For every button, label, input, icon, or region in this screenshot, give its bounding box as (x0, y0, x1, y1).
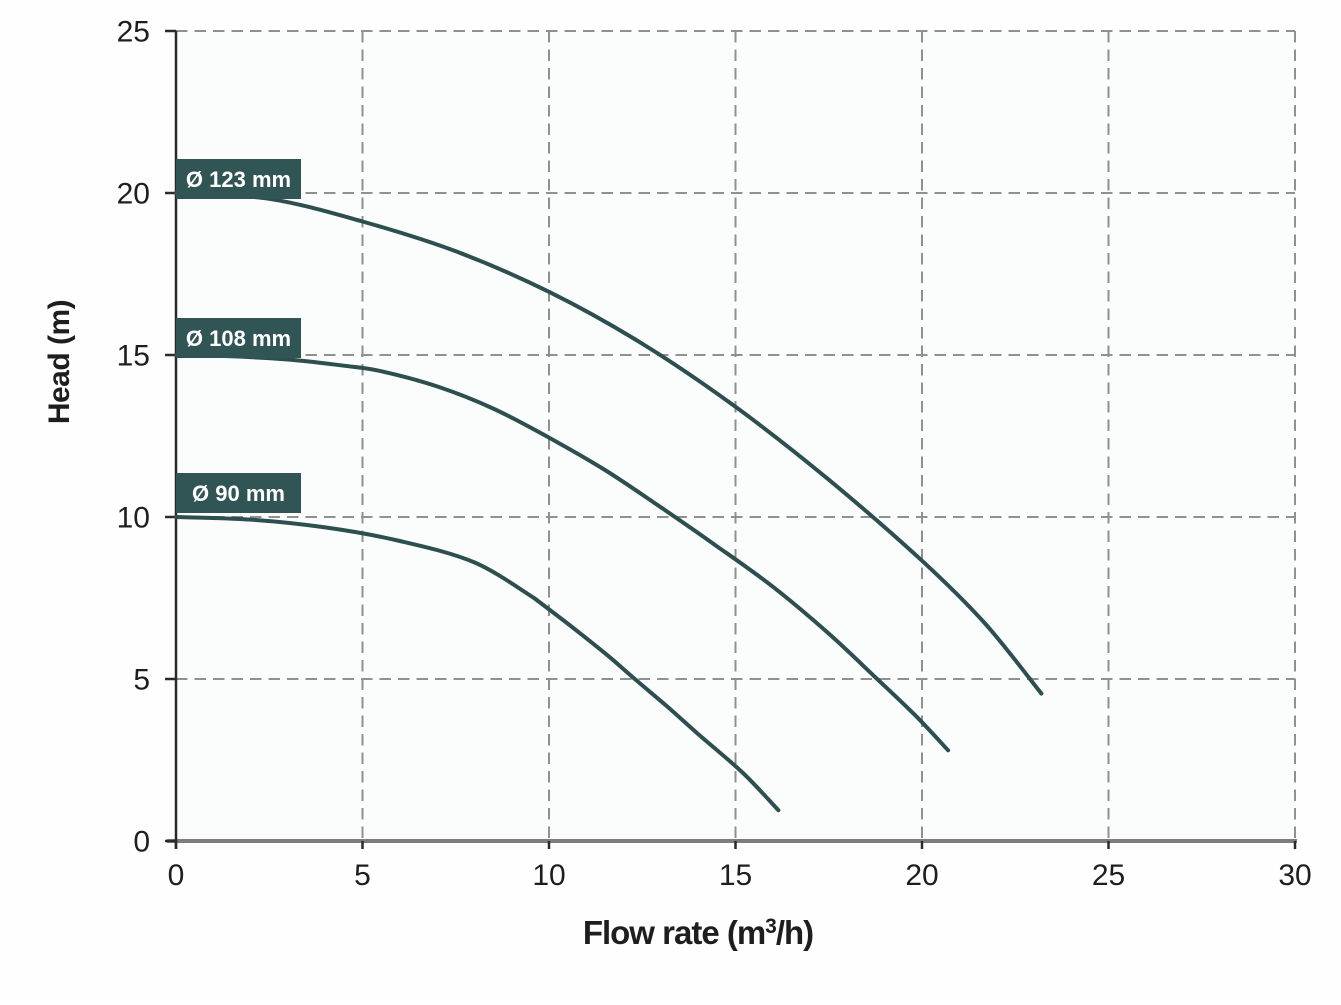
svg-text:Ø 123 mm: Ø 123 mm (186, 167, 291, 192)
svg-text:25: 25 (117, 16, 150, 49)
svg-text:10: 10 (117, 502, 150, 535)
svg-text:20: 20 (905, 859, 938, 892)
svg-text:10: 10 (532, 859, 565, 892)
svg-text:Ø 108 mm: Ø 108 mm (186, 326, 291, 351)
svg-text:30: 30 (1278, 859, 1311, 892)
svg-text:Flow rate (m3/h): Flow rate (m3/h) (583, 914, 813, 951)
svg-text:Head (m): Head (m) (43, 300, 76, 424)
svg-text:0: 0 (133, 826, 150, 859)
svg-text:Ø 90 mm: Ø 90 mm (192, 481, 285, 506)
svg-text:25: 25 (1092, 859, 1125, 892)
svg-text:5: 5 (354, 859, 371, 892)
svg-text:20: 20 (117, 178, 150, 211)
svg-text:15: 15 (719, 859, 752, 892)
svg-text:15: 15 (117, 340, 150, 373)
svg-text:0: 0 (168, 859, 185, 892)
svg-text:5: 5 (133, 664, 150, 697)
